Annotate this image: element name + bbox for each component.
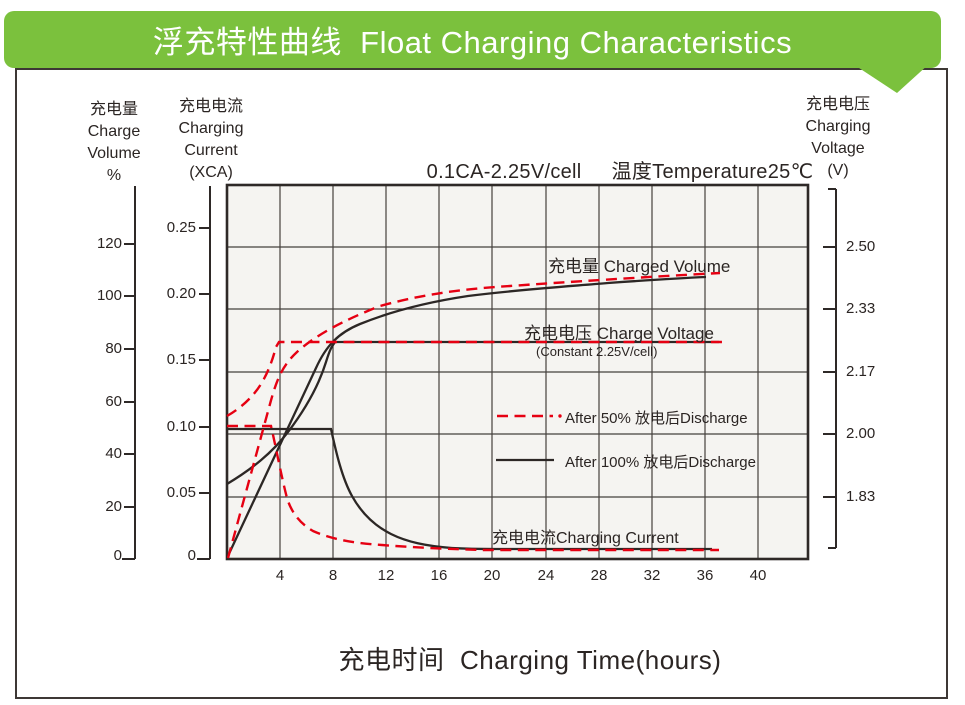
x-axis-title: 充电时间 Charging Time(hours) [338, 645, 722, 675]
volume-header-line-1: Charge [87, 123, 141, 140]
volume-tick-20: 20 [105, 498, 122, 515]
volume-tick-80: 80 [105, 340, 122, 357]
volume-tick-40: 40 [105, 445, 122, 462]
time-tick-12: 12 [377, 567, 395, 584]
voltage-tick-217: 2.17 [846, 363, 876, 380]
voltage-tick-183: 1.83 [846, 488, 876, 505]
volume-axis-header: 充电量 Charge Volume % [72, 99, 156, 187]
time-tick-40: 40 [749, 567, 767, 584]
current-tick-025: 0.25 [166, 219, 196, 236]
volume-tick-0: 0 [113, 547, 122, 564]
current-tick-0: 0 [187, 547, 196, 564]
time-tick-16: 16 [430, 567, 448, 584]
voltage-header-line-cn: 充电电压 [805, 96, 870, 113]
current-tick-020: 0.20 [166, 285, 196, 302]
voltage-tick-233: 2.33 [846, 300, 876, 317]
charged-volume-label: 充电量 Charged Volume [548, 257, 731, 276]
volume-tick-100: 100 [96, 287, 122, 304]
time-tick-8: 8 [328, 567, 338, 584]
time-tick-36: 36 [696, 567, 714, 584]
voltage-tick-250: 2.50 [846, 238, 876, 255]
volume-header-line-cn: 充电量 [89, 101, 138, 118]
time-tick-4: 4 [275, 567, 285, 584]
current-tick-005: 0.05 [166, 484, 196, 501]
legend-label-50: After 50% 放电后Discharge [565, 410, 748, 427]
legend-label-100: After 100% 放电后Discharge [565, 454, 756, 471]
voltage-header-line-1: Charging [805, 118, 871, 135]
current-axis-header: 充电电流 Charging Current (XCA) [168, 96, 254, 184]
volume-tick-60: 60 [105, 393, 122, 410]
current-header-line-3: (XCA) [189, 164, 233, 181]
charging-current-label: 充电电流Charging Current [492, 530, 679, 547]
charge-voltage-label: 充电电压 Charge Voltage [524, 324, 714, 343]
time-tick-24: 24 [537, 567, 555, 584]
page-title: 浮充特性曲线 Float Charging Characteristics [152, 25, 793, 60]
current-header-line-cn: 充电电流 [178, 98, 243, 115]
current-header-line-1: Charging [178, 120, 244, 137]
current-header-line-2: Current [184, 142, 238, 159]
time-tick-28: 28 [590, 567, 608, 584]
volume-header-line-2: Volume [87, 145, 141, 162]
volume-header-line-3: % [106, 167, 122, 184]
condition-temperature: 温度Temperature25℃ [611, 161, 814, 183]
voltage-axis-header: 充电电压 Charging Voltage (V) [795, 94, 881, 182]
voltage-tick-200: 2.00 [846, 425, 876, 442]
voltage-header-line-3: (V) [827, 162, 849, 179]
time-tick-32: 32 [643, 567, 661, 584]
constant-voltage-note: (Constant 2.25V/cell) [536, 344, 658, 359]
voltage-header-line-2: Voltage [811, 140, 865, 157]
chart-condition: 0.1CA-2.25V/cell 温度Temperature25℃ [352, 155, 888, 184]
volume-tick-120: 120 [96, 235, 122, 252]
current-tick-010: 0.10 [166, 418, 196, 435]
condition-rate: 0.1CA-2.25V/cell [426, 161, 582, 183]
current-tick-015: 0.15 [166, 351, 196, 368]
time-tick-20: 20 [483, 567, 501, 584]
title-banner: 浮充特性曲线 Float Charging Characteristics [4, 11, 941, 68]
